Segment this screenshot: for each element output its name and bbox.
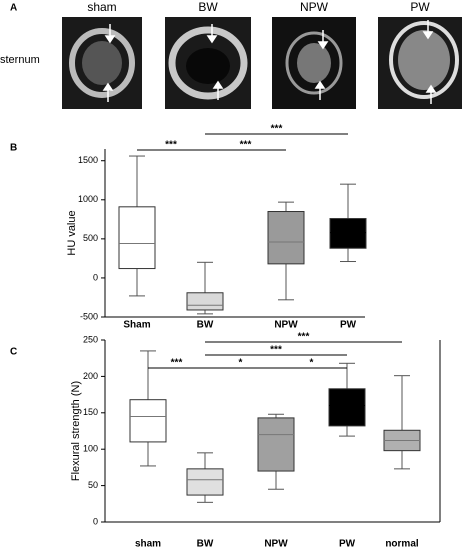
significance-label: ***: [270, 345, 282, 356]
y-tick-label: 150: [83, 407, 98, 417]
x-tick-label: BW: [197, 320, 214, 331]
box: [118, 206, 156, 270]
y-tick-label: 0: [93, 272, 98, 282]
box: [329, 218, 367, 249]
y-tick-label: 250: [83, 334, 98, 344]
x-tick-label: sham: [135, 539, 161, 549]
significance-label: *: [310, 358, 314, 369]
panel-label: B: [10, 143, 17, 154]
y-tick-label: -500: [80, 311, 98, 321]
box: [328, 388, 366, 427]
x-tick-label: normal: [385, 539, 419, 549]
ct-image: [272, 17, 356, 109]
y-tick-label: 200: [83, 371, 98, 381]
x-tick-label: Sham: [123, 320, 150, 331]
y-axis-label: HU value: [66, 210, 78, 255]
box: [186, 292, 224, 311]
ct-images: [62, 17, 462, 109]
image-label: NPW: [300, 0, 329, 14]
ct-image: [62, 17, 142, 109]
significance-label: ***: [171, 358, 183, 369]
y-tick-label: 500: [83, 233, 98, 243]
panel-label: A: [10, 3, 17, 14]
y-tick-label: 1500: [78, 155, 98, 165]
ct-image: [378, 17, 462, 109]
y-tick-label: 1000: [78, 194, 98, 204]
ct-image: [165, 17, 251, 109]
x-tick-label: NPW: [264, 539, 288, 549]
box: [186, 468, 224, 496]
significance-label: ***: [240, 140, 252, 151]
box: [129, 399, 167, 443]
box: [267, 211, 305, 265]
y-tick-label: 50: [88, 480, 98, 490]
x-tick-label: BW: [197, 539, 214, 549]
box: [257, 417, 295, 472]
image-label: PW: [410, 0, 430, 14]
y-axis-label: Flexural strength (N): [70, 381, 82, 481]
x-tick-label: PW: [340, 320, 357, 331]
x-tick-label: PW: [339, 539, 356, 549]
significance-label: ***: [271, 124, 283, 135]
row-label: sternum: [0, 54, 40, 66]
y-tick-label: 100: [83, 444, 98, 454]
arrows: [102, 20, 437, 104]
significance-label: ***: [165, 140, 177, 151]
y-tick-label: 0: [93, 516, 98, 526]
significance-label: ***: [298, 332, 310, 343]
image-label: BW: [198, 0, 218, 14]
image-label: sham: [87, 0, 116, 14]
significance-label: *: [239, 358, 243, 369]
x-tick-label: NPW: [274, 320, 298, 331]
panel-label: C: [10, 347, 17, 358]
